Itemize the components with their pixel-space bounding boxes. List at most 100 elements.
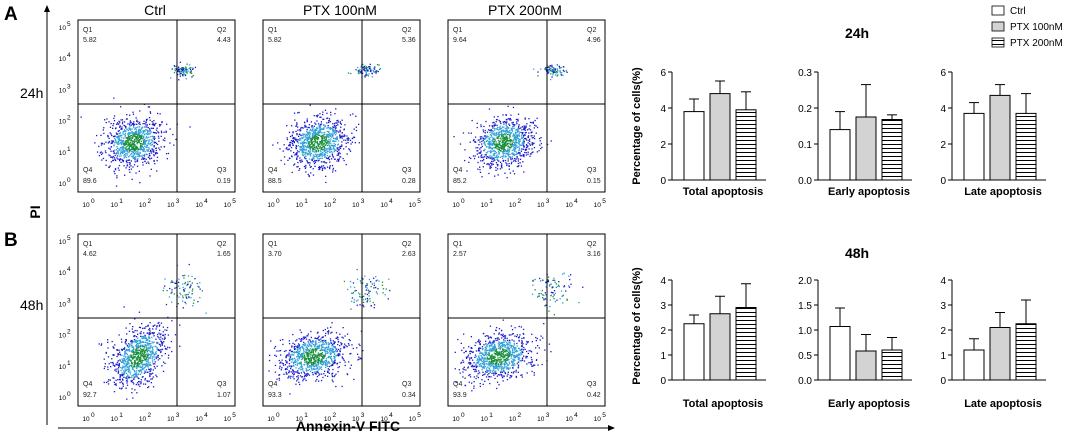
flow-event xyxy=(136,159,138,161)
flow-event xyxy=(316,348,318,350)
flow-event xyxy=(337,353,339,355)
flow-event xyxy=(308,352,310,354)
flow-event xyxy=(306,146,308,149)
flow-event xyxy=(324,151,327,154)
flow-event xyxy=(119,139,121,142)
flow-event xyxy=(133,164,136,166)
flow-event xyxy=(303,350,305,353)
flow-event xyxy=(136,143,138,145)
flow-event xyxy=(341,357,344,359)
flow-event xyxy=(151,135,154,137)
flow-event xyxy=(324,166,326,169)
flow-event xyxy=(307,144,309,146)
flow-event xyxy=(298,344,301,346)
flow-event xyxy=(132,331,134,333)
flow-event xyxy=(505,130,508,132)
flow-event xyxy=(474,141,476,143)
flow-event xyxy=(297,345,299,347)
flow-event xyxy=(117,167,119,169)
flow-event xyxy=(349,139,352,141)
flow-event xyxy=(515,147,517,149)
flow-event xyxy=(180,70,182,73)
flow-event xyxy=(121,119,124,121)
flow-event xyxy=(482,166,484,168)
flow-event xyxy=(290,350,292,353)
flow-event xyxy=(149,112,152,114)
flow-event xyxy=(318,354,321,357)
flow-event xyxy=(341,119,343,121)
flow-event xyxy=(191,76,193,78)
flow-event xyxy=(323,134,325,136)
flow-event xyxy=(317,150,319,152)
flow-event xyxy=(324,347,326,349)
flow-event xyxy=(119,153,122,155)
flow-event xyxy=(309,162,311,164)
flow-event xyxy=(509,153,511,155)
flow-event xyxy=(125,125,127,128)
flow-event xyxy=(506,130,509,132)
flow-event xyxy=(300,356,302,358)
flow-event xyxy=(493,150,495,152)
flow-event xyxy=(311,158,313,160)
flow-event xyxy=(493,154,495,156)
flow-event xyxy=(492,140,495,142)
flow-event xyxy=(502,130,504,132)
flow-event xyxy=(172,281,174,283)
flow-event xyxy=(481,160,484,162)
flow-event xyxy=(96,151,99,153)
flow-event xyxy=(118,140,120,142)
flow-event xyxy=(133,340,135,343)
flow-event xyxy=(500,149,502,152)
flow-event xyxy=(147,133,149,136)
flow-event xyxy=(285,355,287,357)
flow-event xyxy=(197,301,199,303)
flow-event xyxy=(144,143,146,145)
flow-event xyxy=(274,345,277,348)
flow-event xyxy=(315,342,317,345)
flow-event xyxy=(117,142,120,144)
flow-event xyxy=(132,367,134,369)
flow-event xyxy=(123,129,126,131)
flow-event xyxy=(123,124,125,127)
flow-event xyxy=(335,332,338,334)
flow-event xyxy=(149,329,151,331)
flow-event xyxy=(332,169,334,171)
flow-event xyxy=(523,125,525,127)
flow-event xyxy=(509,143,511,145)
flow-event xyxy=(144,151,146,153)
flow-event xyxy=(503,148,505,150)
flow-event xyxy=(118,334,120,336)
flow-event xyxy=(298,169,300,171)
flow-event xyxy=(518,131,520,133)
flow-event xyxy=(301,141,303,143)
flow-event xyxy=(497,159,499,161)
flow-event xyxy=(153,353,155,355)
flow-event xyxy=(293,378,295,380)
flow-event xyxy=(484,129,486,132)
flow-event xyxy=(146,129,148,131)
flow-event xyxy=(480,124,482,126)
flow-event xyxy=(298,381,300,383)
flow-event xyxy=(138,356,141,359)
flow-event xyxy=(302,370,304,372)
flow-event xyxy=(147,150,149,152)
flow-event xyxy=(137,135,139,137)
flow-event xyxy=(342,353,344,355)
flow-event xyxy=(134,373,136,375)
flow-event xyxy=(499,131,501,133)
flow-event xyxy=(317,151,320,153)
flow-event xyxy=(329,166,331,168)
flow-event xyxy=(351,141,353,143)
flow-event xyxy=(142,354,144,356)
flow-event xyxy=(146,118,148,120)
flow-event xyxy=(119,141,122,144)
flow-event xyxy=(319,146,322,148)
flow-event xyxy=(142,148,145,150)
flow-event xyxy=(510,158,512,161)
flow-event xyxy=(514,149,516,151)
flow-event xyxy=(128,132,130,134)
flow-event xyxy=(346,373,348,375)
flow-event xyxy=(557,70,559,72)
flow-event xyxy=(347,343,350,345)
flow-event xyxy=(490,150,492,152)
